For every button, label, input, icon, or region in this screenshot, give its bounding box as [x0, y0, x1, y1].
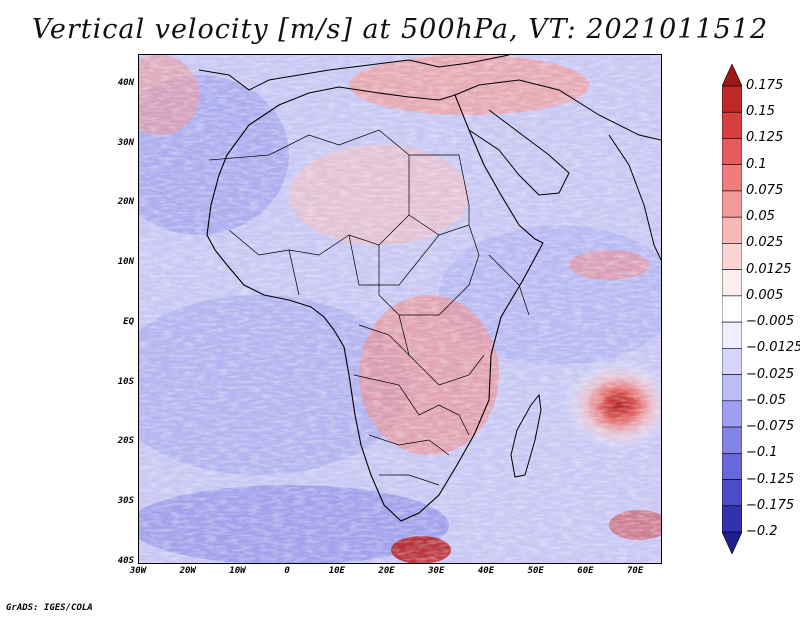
map-panel — [138, 54, 662, 564]
colorbar-band — [722, 85, 742, 113]
lat-tick-label: 10S — [117, 376, 134, 387]
lon-tick-label: 20W — [179, 566, 196, 576]
colorbar-band — [722, 505, 742, 533]
lon-tick-label: 30W — [129, 566, 147, 576]
colorbar-level-label: −0.2 — [746, 524, 778, 539]
colorbar-band — [722, 269, 742, 297]
colorbar-band — [722, 479, 742, 507]
colorbar-level-label: −0.175 — [746, 497, 795, 513]
lon-tick-label: 10E — [328, 566, 345, 576]
colorbar-level-label: 0.075 — [746, 182, 784, 198]
madagascar-outline — [510, 393, 542, 478]
colorbar-band — [722, 111, 742, 139]
colorbar-band — [722, 348, 742, 375]
india-coastline — [608, 134, 661, 261]
country-borders — [208, 129, 530, 486]
colorbar-level-label: 0.025 — [746, 235, 784, 251]
lon-tick-label: 60E — [577, 566, 594, 576]
lat-tick-label: 40S — [117, 556, 134, 566]
chart-title: Vertical velocity [m/s] at 500hPa, VT: 2… — [31, 14, 769, 45]
colorbar-level-label: 0.15 — [746, 104, 775, 120]
lat-tick-label: EQ — [123, 316, 134, 327]
colorbar-band — [722, 64, 742, 87]
colorbar-band — [722, 452, 742, 480]
colorbar-band — [722, 243, 742, 270]
arabia-coastline — [454, 79, 661, 196]
colorbar-band — [722, 164, 742, 192]
europe-coastline — [198, 55, 510, 91]
colorbar-band — [722, 531, 742, 554]
lat-tick-label: 20N — [117, 197, 134, 208]
colorbar-level-label: 0.005 — [746, 287, 784, 303]
colorbar-level-label: 0.175 — [746, 78, 784, 93]
colorbar-level-label: −0.1 — [746, 445, 778, 461]
vertical-velocity-field — [139, 55, 661, 563]
lat-tick-label: 40N — [117, 77, 134, 88]
lat-tick-label: 30N — [117, 137, 134, 148]
lat-tick-label: 10N — [117, 257, 134, 268]
lat-tick-label: 20S — [117, 436, 134, 447]
grads-credit: GrADS: IGES/COLA — [6, 603, 93, 613]
colorbar-level-label: −0.125 — [746, 471, 795, 487]
colorbar-level-label: −0.05 — [746, 392, 786, 408]
lon-tick-label: 50E — [527, 566, 544, 576]
colorbar-band — [722, 190, 742, 218]
colorbar-level-label: −0.025 — [746, 366, 795, 382]
lat-tick-label: 30S — [117, 496, 134, 507]
lon-tick-label: 0 — [284, 566, 290, 576]
colorbar-level-label: 0.125 — [746, 130, 784, 146]
lon-tick-label: 40E — [477, 566, 495, 576]
colorbar-band — [722, 216, 742, 244]
colorbar-level-label: 0.05 — [746, 209, 775, 225]
colorbar-band — [722, 138, 742, 166]
colorbar — [722, 64, 742, 554]
colorbar-band — [722, 321, 742, 349]
colorbar-level-label: −0.005 — [746, 314, 795, 330]
africa-coastline — [206, 86, 544, 522]
lon-tick-label: 30E — [428, 566, 445, 576]
lon-tick-label: 10W — [229, 566, 246, 576]
colorbar-band — [722, 295, 742, 323]
colorbar-level-label: −0.0125 — [746, 340, 800, 356]
lon-tick-label: 20E — [378, 566, 395, 576]
colorbar-band — [722, 400, 742, 428]
colorbar-band — [722, 374, 742, 402]
colorbar-level-label: 0.1 — [746, 156, 767, 172]
colorbar-level-label: 0.0125 — [746, 261, 792, 277]
lon-tick-label: 70E — [627, 566, 644, 576]
colorbar-level-label: −0.075 — [746, 419, 795, 435]
colorbar-band — [722, 426, 742, 454]
